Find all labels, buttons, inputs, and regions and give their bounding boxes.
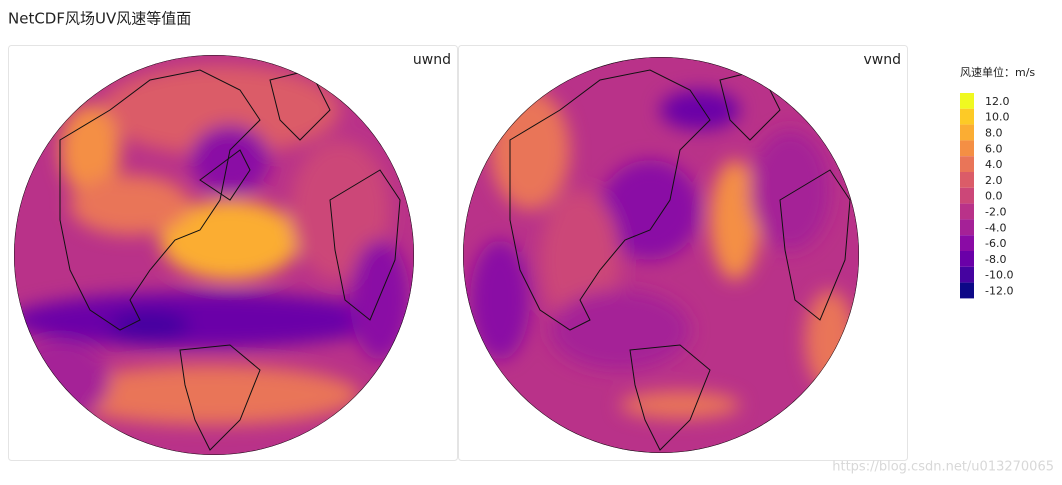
legend-title: 风速单位：m/s xyxy=(960,65,1035,79)
panel-label: vwnd xyxy=(864,52,902,68)
legend-swatch xyxy=(960,172,974,188)
legend-label: -6.0 xyxy=(985,237,1006,250)
globe-vwnd xyxy=(463,57,859,453)
legend-swatch xyxy=(960,219,974,236)
legend-swatch xyxy=(960,93,974,109)
legend-swatch xyxy=(960,266,974,283)
page-title: NetCDF风场UV风速等值面 xyxy=(8,10,191,28)
legend-swatch xyxy=(960,140,974,157)
legend-label: -8.0 xyxy=(985,253,1006,266)
legend-label: 0.0 xyxy=(985,190,1003,203)
legend-label: -10.0 xyxy=(985,269,1013,282)
legend-label: 2.0 xyxy=(985,174,1003,187)
legend-swatch xyxy=(960,203,974,220)
legend-label: 8.0 xyxy=(985,127,1003,140)
legend-label: 12.0 xyxy=(985,95,1010,108)
legend-label: 4.0 xyxy=(985,158,1003,171)
legend-swatch xyxy=(960,282,974,299)
legend-swatch xyxy=(960,187,974,204)
legend-swatch xyxy=(960,235,974,251)
legend-swatch xyxy=(960,124,974,141)
legend: 12.0 10.0 8.0 6.0 4.0 2.0 0.0 -2.0 -4.0 -6.0 -8.0 -… xyxy=(960,93,1013,299)
legend-label: -4.0 xyxy=(985,221,1006,234)
legend-label: -12.0 xyxy=(985,285,1013,298)
legend-label: -2.0 xyxy=(985,206,1006,219)
legend-swatch xyxy=(960,156,974,172)
legend-swatch xyxy=(960,251,974,267)
legend-label: 10.0 xyxy=(985,111,1010,124)
panel-label: uwnd xyxy=(413,52,451,68)
legend-swatch xyxy=(960,108,974,125)
legend-label: 6.0 xyxy=(985,142,1003,155)
watermark: https://blog.csdn.net/u013270065 xyxy=(832,460,1054,475)
